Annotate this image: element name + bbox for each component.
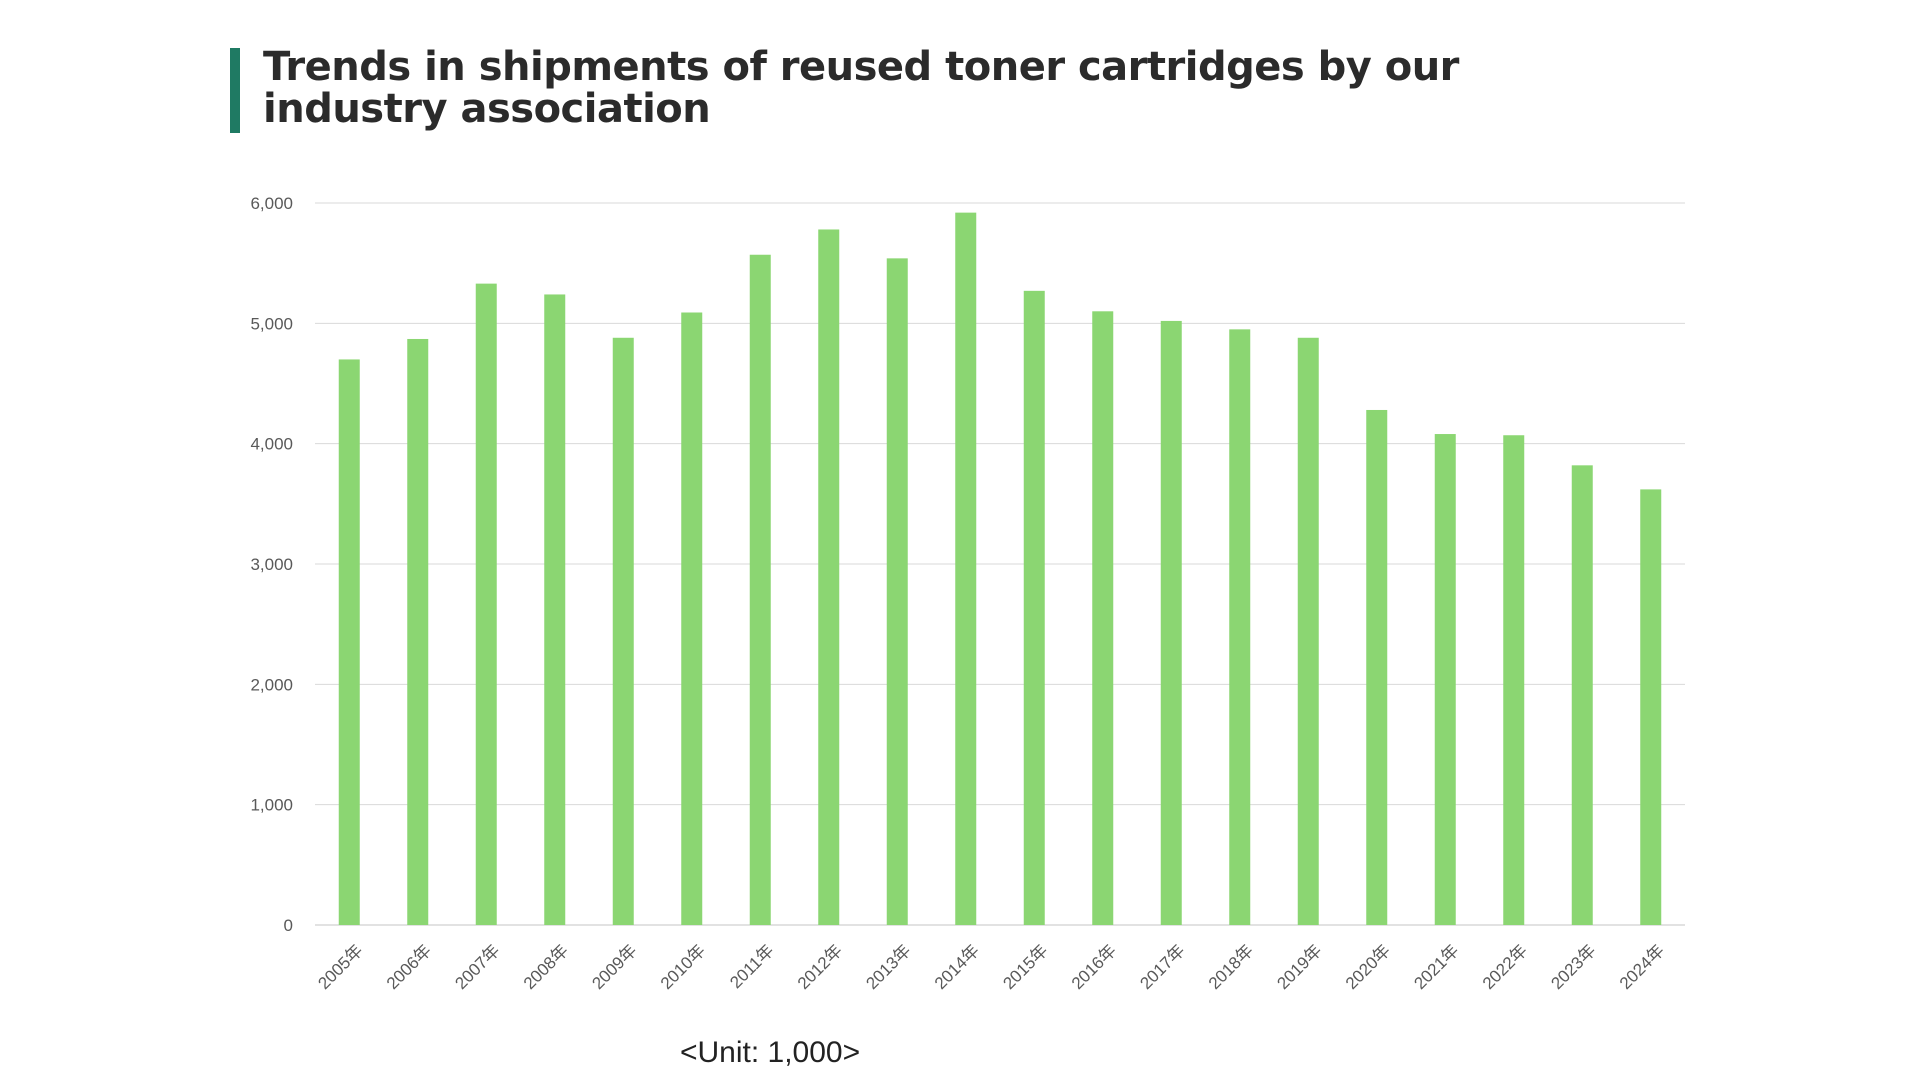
title-accent-bar (230, 48, 240, 133)
x-tick-label: 2024年 (1616, 941, 1668, 993)
bar (749, 254, 771, 925)
bar (1092, 311, 1114, 925)
x-tick-label: 2008年 (520, 941, 572, 993)
x-tick-label: 2014年 (931, 941, 983, 993)
y-tick-label: 6,000 (250, 194, 293, 213)
bar (1503, 435, 1525, 925)
bar (1297, 337, 1319, 926)
y-tick-label: 2,000 (250, 675, 293, 694)
gridlines (315, 202, 1685, 926)
x-axis-ticks: 2005年 2006年 2007年 2008年 2009年 2010年 2011年 2012年… (314, 941, 1668, 993)
chart-title: Trends in shipments of reused toner cart… (263, 44, 1459, 132)
y-tick-label: 4,000 (250, 435, 293, 454)
y-tick-label: 0 (284, 916, 293, 935)
x-tick-label: 2021年 (1410, 941, 1462, 993)
x-tick-label: 2018年 (1205, 941, 1257, 993)
bar (1434, 434, 1456, 925)
bar (612, 337, 634, 926)
y-tick-label: 3,000 (250, 555, 293, 574)
bar (1366, 409, 1388, 925)
x-tick-label: 2016年 (1068, 941, 1120, 993)
bar (1571, 465, 1593, 925)
x-tick-label: 2015年 (999, 941, 1051, 993)
y-tick-label: 1,000 (250, 796, 293, 815)
unit-note: <Unit: 1,000> (680, 1036, 861, 1069)
bar (1160, 320, 1182, 926)
bar (544, 294, 566, 925)
bar (955, 212, 977, 926)
bar (818, 229, 840, 925)
y-tick-label: 5,000 (250, 314, 293, 333)
bar (886, 258, 908, 925)
x-tick-label: 2023年 (1547, 941, 1599, 993)
x-tick-label: 2012年 (794, 941, 846, 993)
bar (407, 338, 429, 925)
x-tick-label: 2019年 (1273, 941, 1325, 993)
x-tick-label: 2005年 (314, 941, 366, 993)
x-tick-label: 2011年 (726, 941, 777, 992)
x-tick-label: 2013年 (862, 941, 914, 993)
x-tick-label: 2006年 (383, 941, 435, 993)
x-tick-label: 2017年 (1136, 941, 1188, 993)
x-tick-label: 2010年 (657, 941, 709, 993)
x-tick-label: 2020年 (1342, 941, 1394, 993)
bar (681, 312, 703, 926)
x-tick-label: 2022年 (1479, 941, 1531, 993)
bars (338, 212, 1662, 926)
bar (475, 283, 497, 926)
x-tick-label: 2007年 (451, 941, 503, 993)
bar (1229, 329, 1251, 926)
y-axis-ticks: 0 1,000 2,000 3,000 4,000 5,000 6,000 (250, 194, 293, 935)
x-tick-label: 2009年 (588, 941, 640, 993)
bar (1640, 489, 1662, 925)
bar (1023, 290, 1045, 925)
bar (338, 359, 360, 925)
